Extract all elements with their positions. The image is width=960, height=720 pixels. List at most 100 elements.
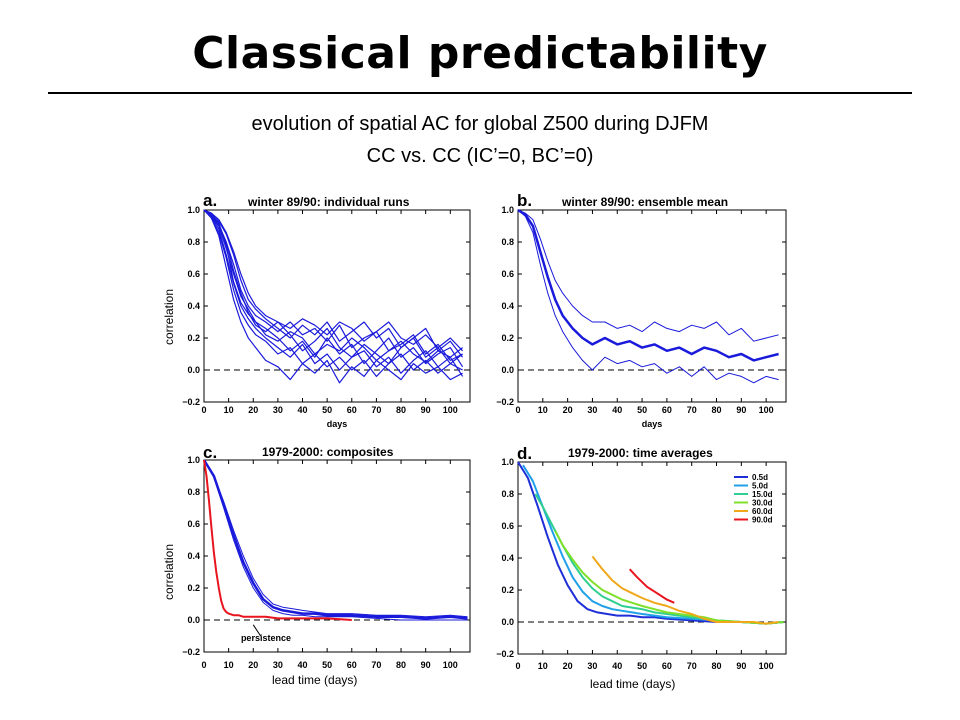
series-line-3 (203, 209, 463, 377)
y-tick-label: 0.2 (501, 333, 514, 343)
y-tick-label: 1.0 (501, 205, 514, 215)
y-tick-label: 1.0 (187, 455, 200, 465)
series-line-5 (203, 209, 464, 377)
legend-label: 30.0d (752, 499, 773, 508)
y-tick-label: 0.0 (187, 615, 200, 625)
series-line-1 (202, 459, 468, 620)
y-tick-label: 0.2 (187, 583, 200, 593)
y-tick-label: −0.2 (496, 649, 514, 659)
panel-letter: b. (517, 191, 532, 210)
x-tick-label: 100 (443, 660, 458, 670)
x-tick-label: 10 (224, 405, 234, 415)
series-line-3 (203, 459, 352, 621)
legend-label: 5.0d (752, 482, 768, 491)
x-tick-label: 30 (587, 661, 597, 671)
x-tick-label: 20 (563, 661, 573, 671)
chart-panel-a: −0.2 0.0 0.2 0.4 0.6 0.8 1.0 0 10 20 30 40 50 60 70 80 9… (182, 191, 471, 429)
panel-letter: c. (203, 443, 217, 462)
x-tick-label: 50 (322, 405, 332, 415)
y-axis-label-bottom: correlation (162, 543, 176, 600)
y-tick-label: −0.2 (182, 647, 200, 657)
x-tick-label: 30 (273, 660, 283, 670)
legend-label: 60.0d (752, 507, 773, 516)
x-tick-label: 0 (515, 405, 520, 415)
y-tick-label: 0.0 (501, 365, 514, 375)
series-line-1 (203, 209, 463, 361)
x-tick-label: 60 (662, 661, 672, 671)
y-tick-label: 0.6 (501, 521, 514, 531)
x-tick-label: 100 (759, 405, 774, 415)
panel-title: 1979-2000: composites (262, 445, 394, 459)
subtitle-line-2: CC vs. CC (IC’=0, BC’=0) (366, 145, 594, 167)
y-tick-label: 0.2 (187, 333, 200, 343)
x-tick-label: 20 (248, 660, 258, 670)
y-axis-label-top: correlation (162, 288, 176, 345)
x-axis-word: days (327, 419, 348, 429)
subtitle-line-1: evolution of spatial AC for global Z500 … (251, 113, 709, 135)
x-tick-label: 0 (201, 405, 206, 415)
x-axis-label-left: lead time (days) (272, 673, 358, 687)
legend-label: 0.5d (752, 473, 768, 482)
y-tick-label: −0.2 (496, 397, 514, 407)
x-tick-label: 40 (612, 405, 622, 415)
x-tick-label: 10 (538, 405, 548, 415)
x-tick-label: 80 (396, 405, 406, 415)
x-tick-label: 20 (248, 405, 258, 415)
series-line-2 (203, 209, 464, 358)
panel-title: winter 89/90: individual runs (247, 195, 410, 209)
x-tick-label: 90 (736, 405, 746, 415)
x-tick-label: 40 (298, 405, 308, 415)
series-line-2 (203, 459, 468, 621)
y-tick-label: 0.2 (501, 585, 514, 595)
x-tick-label: 0 (515, 661, 520, 671)
y-tick-label: −0.2 (182, 397, 200, 407)
y-tick-label: 0.4 (187, 551, 200, 561)
x-tick-label: 80 (396, 660, 406, 670)
y-tick-label: 0.4 (501, 301, 514, 311)
x-tick-label: 60 (347, 660, 357, 670)
y-tick-label: 0.0 (187, 365, 200, 375)
series-line-6 (203, 209, 464, 352)
x-tick-label: 50 (637, 661, 647, 671)
y-tick-label: 0.8 (187, 237, 200, 247)
chart-panel-c: −0.2 0.0 0.2 0.4 0.6 0.8 1.0 0 10 20 30 40 50 60 70 80 9… (182, 443, 471, 670)
x-tick-label: 70 (687, 661, 697, 671)
x-tick-label: 80 (712, 661, 722, 671)
panel-letter: d. (517, 444, 532, 463)
x-tick-label: 0 (201, 660, 206, 670)
x-tick-label: 70 (371, 660, 381, 670)
series-line-1 (517, 208, 779, 362)
y-tick-label: 0.8 (501, 237, 514, 247)
plot-frame (517, 461, 787, 655)
series-line-8 (203, 209, 463, 365)
x-tick-label: 40 (298, 660, 308, 670)
plot-frame (203, 209, 471, 403)
y-tick-label: 0.6 (501, 269, 514, 279)
series-line-4 (203, 209, 464, 368)
legend-label: 15.0d (752, 490, 773, 499)
y-tick-label: 0.6 (187, 269, 200, 279)
panel-letter: a. (203, 191, 217, 210)
x-tick-label: 100 (759, 661, 774, 671)
chart-panel-b: −0.2 0.0 0.2 0.4 0.6 0.8 1.0 0 10 20 30 40 50 60 70 80 9… (496, 191, 787, 429)
x-tick-label: 60 (662, 405, 672, 415)
y-tick-label: 0.8 (501, 489, 514, 499)
chart-panel-d: −0.2 0.0 0.2 0.4 0.6 0.8 1.0 0 10 20 30 40 50 60 70 80 9… (496, 444, 787, 671)
panel-title: winter 89/90: ensemble mean (561, 195, 728, 209)
x-tick-label: 50 (322, 660, 332, 670)
x-tick-label: 10 (538, 661, 548, 671)
series-line-0 (517, 209, 779, 342)
x-tick-label: 30 (587, 405, 597, 415)
series-line-7 (203, 209, 463, 384)
x-tick-label: 20 (563, 405, 573, 415)
series-line-30-0d (554, 530, 784, 625)
x-axis-word: days (642, 419, 663, 429)
y-tick-label: 1.0 (501, 457, 514, 467)
series-line-90-0d (628, 568, 675, 604)
series-line-60-0d (591, 555, 779, 625)
y-tick-label: 0.4 (501, 553, 514, 563)
x-tick-label: 40 (612, 661, 622, 671)
x-tick-label: 100 (443, 405, 458, 415)
annotation-pointer (252, 624, 262, 637)
y-tick-label: 0.6 (187, 519, 200, 529)
